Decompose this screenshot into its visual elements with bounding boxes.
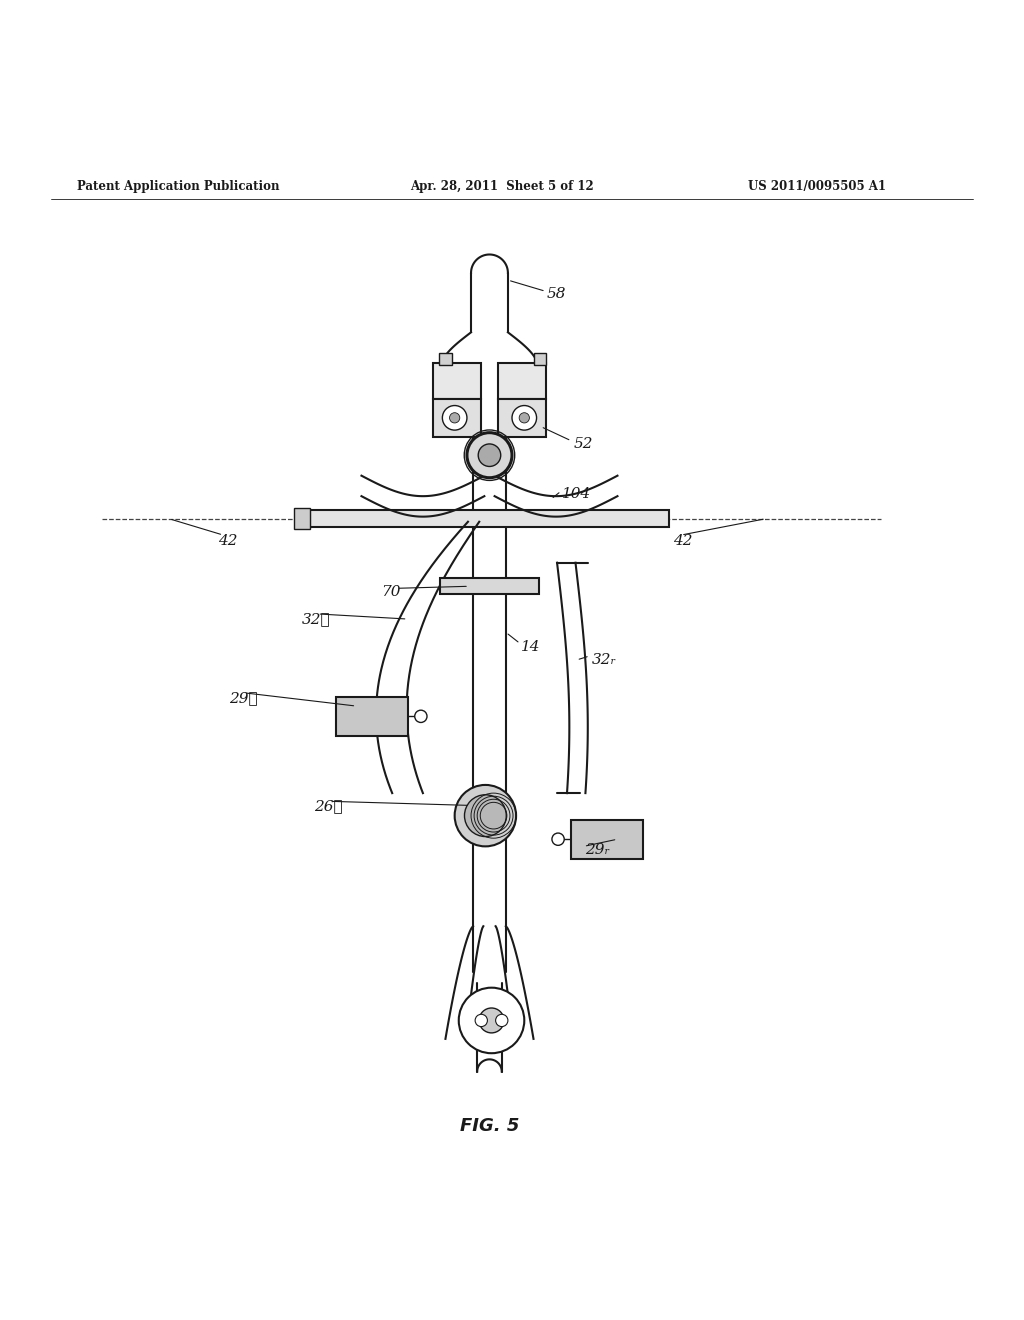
Text: 32ᵣ: 32ᵣ <box>592 653 616 667</box>
Text: 29ᵣ: 29ᵣ <box>585 843 609 858</box>
Circle shape <box>415 710 427 722</box>
Text: 52: 52 <box>573 437 593 451</box>
Bar <box>498 399 546 437</box>
Circle shape <box>465 795 506 837</box>
Text: Patent Application Publication: Patent Application Publication <box>77 181 280 194</box>
Bar <box>433 399 481 437</box>
Circle shape <box>496 1014 508 1027</box>
Bar <box>294 508 310 529</box>
Text: US 2011/0095505 A1: US 2011/0095505 A1 <box>748 181 886 194</box>
Text: 32ℓ: 32ℓ <box>302 612 331 626</box>
Circle shape <box>512 405 537 430</box>
Text: 14: 14 <box>521 640 541 653</box>
Bar <box>433 363 481 399</box>
Circle shape <box>475 1014 487 1027</box>
Circle shape <box>479 1008 504 1032</box>
Text: 104: 104 <box>562 487 592 502</box>
Text: 26ℓ: 26ℓ <box>314 800 343 813</box>
Bar <box>310 511 669 527</box>
Circle shape <box>467 433 512 478</box>
Bar <box>571 820 643 858</box>
Text: Apr. 28, 2011  Sheet 5 of 12: Apr. 28, 2011 Sheet 5 of 12 <box>410 181 593 194</box>
Text: 42: 42 <box>673 535 692 548</box>
Bar <box>534 352 546 366</box>
Text: 42: 42 <box>218 535 238 548</box>
Bar <box>498 363 546 399</box>
Circle shape <box>519 413 529 422</box>
Bar <box>439 352 452 366</box>
Bar <box>336 697 408 735</box>
Text: 70: 70 <box>381 585 400 599</box>
Circle shape <box>450 413 460 422</box>
Text: 58: 58 <box>547 288 566 301</box>
Circle shape <box>552 833 564 845</box>
Bar <box>440 578 539 594</box>
Circle shape <box>478 444 501 466</box>
Text: 29ℓ: 29ℓ <box>229 690 258 705</box>
Circle shape <box>459 987 524 1053</box>
Circle shape <box>455 785 516 846</box>
Text: FIG. 5: FIG. 5 <box>460 1117 519 1135</box>
Circle shape <box>442 405 467 430</box>
